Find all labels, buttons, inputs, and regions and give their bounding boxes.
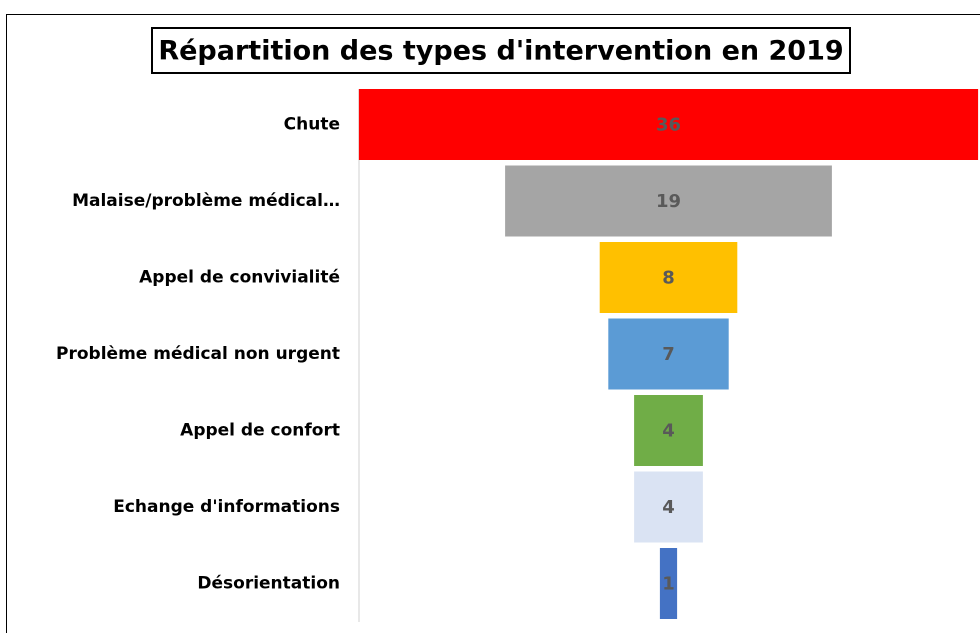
category-label: Désorientation [197,574,340,594]
data-label: 4 [662,497,675,518]
category-label: Appel de confort [180,421,340,441]
category-label: Echange d'informations [113,497,340,517]
title-box [151,27,851,74]
data-label: 8 [662,268,675,289]
data-label: 1 [662,574,675,595]
category-label: Chute [284,115,340,135]
data-label: 7 [662,344,675,365]
chart-frame [6,14,980,633]
category-label: Appel de convivialité [139,268,340,288]
data-label: 19 [656,191,681,212]
chart-title: Répartition des types d'intervention en … [158,36,843,67]
funnel-bar [634,395,703,466]
funnel-bar [505,165,832,237]
funnel-bar [599,242,738,313]
data-label: 36 [656,115,681,136]
category-label: Malaise/problème médical… [72,191,340,211]
funnel-bar [358,89,979,160]
funnel-bar [608,318,729,390]
category-label: Problème médical non urgent [56,344,340,364]
data-label: 4 [662,421,675,442]
funnel-bar [659,548,678,619]
funnel-bar [634,471,703,543]
